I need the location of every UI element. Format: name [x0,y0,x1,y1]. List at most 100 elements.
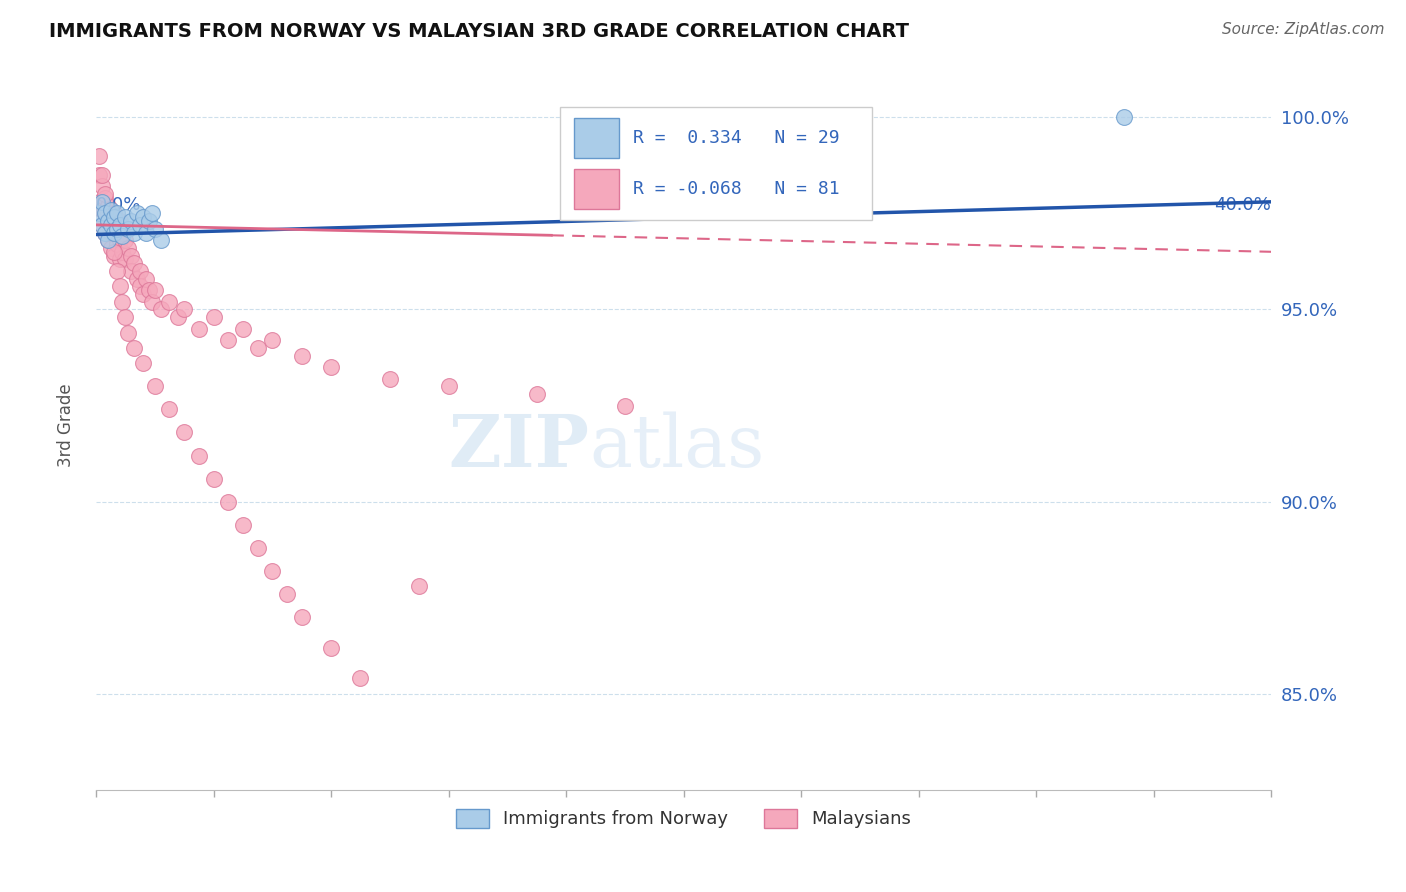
Text: IMMIGRANTS FROM NORWAY VS MALAYSIAN 3RD GRADE CORRELATION CHART: IMMIGRANTS FROM NORWAY VS MALAYSIAN 3RD … [49,22,910,41]
Point [100,202,122,217]
Point [138,214,160,228]
Point [132,356,155,370]
Point [159,294,181,309]
Point [108,233,131,247]
Point [143,283,166,297]
Point [111,226,134,240]
Point [143,379,166,393]
Point [87,194,110,209]
Point [94,206,117,220]
Point [90,202,112,217]
Point [319,640,342,655]
Point [141,206,163,220]
Point [97,233,120,247]
Point [103,226,125,240]
Point [202,472,225,486]
Point [232,321,254,335]
Text: atlas: atlas [589,411,765,482]
Point [105,264,128,278]
Point [173,302,195,317]
Point [117,241,139,255]
Point [143,221,166,235]
Point [108,252,131,267]
Point [103,244,125,259]
Point [135,226,157,240]
Legend: Immigrants from Norway, Malaysians: Immigrants from Norway, Malaysians [449,802,918,836]
Point [114,252,136,267]
Point [120,249,142,263]
Point [378,371,401,385]
Point [103,226,125,240]
Point [87,206,110,220]
Point [141,294,163,309]
Point [526,387,548,401]
Point [114,310,136,325]
Point [246,541,269,555]
Point [319,360,342,375]
Point [108,214,131,228]
Point [217,494,239,508]
Point [108,279,131,293]
Point [87,149,110,163]
Point [122,256,145,270]
Point [94,206,117,220]
Point [167,310,190,325]
Point [111,229,134,244]
Point [90,218,112,232]
Point [100,226,122,240]
Point [97,206,120,220]
Point [120,264,142,278]
Point [105,237,128,252]
FancyBboxPatch shape [560,107,872,220]
Text: ZIP: ZIP [449,411,589,483]
Point [103,210,125,224]
Point [97,214,120,228]
Point [111,244,134,259]
Point [97,218,120,232]
Point [120,214,142,228]
Point [262,564,284,578]
Y-axis label: 3rd Grade: 3rd Grade [58,383,75,467]
Point [129,279,152,293]
Point [100,221,122,235]
Point [291,610,314,624]
Point [149,233,172,247]
Point [132,210,155,224]
Point [90,179,112,194]
Point [90,168,112,182]
Point [94,226,117,240]
Point [217,333,239,347]
Text: 0.0%: 0.0% [96,196,142,214]
Point [149,302,172,317]
Point [117,221,139,235]
Point [173,425,195,440]
Point [127,271,149,285]
Point [122,341,145,355]
Point [94,187,117,202]
Point [94,226,117,240]
Point [132,287,155,301]
Point [187,321,209,335]
Point [94,191,117,205]
Point [135,271,157,285]
FancyBboxPatch shape [574,118,619,158]
Point [103,249,125,263]
Point [262,333,284,347]
Point [408,579,430,593]
Point [105,206,128,220]
Point [1114,110,1136,124]
Point [138,283,160,297]
Text: Source: ZipAtlas.com: Source: ZipAtlas.com [1222,22,1385,37]
Point [100,202,122,217]
Point [276,587,298,601]
Point [159,402,181,417]
Point [349,672,371,686]
Point [187,449,209,463]
Point [114,233,136,247]
Point [129,218,152,232]
Point [105,221,128,235]
Point [114,210,136,224]
Point [100,218,122,232]
Point [103,206,125,220]
Point [122,226,145,240]
